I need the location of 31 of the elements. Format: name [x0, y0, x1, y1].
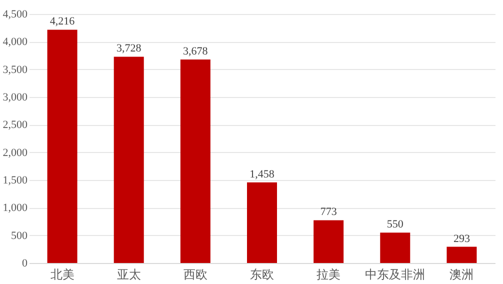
x-tick-label: 东欧 — [250, 268, 274, 282]
bar — [446, 246, 477, 263]
bar — [247, 182, 277, 263]
y-tick-label: 0 — [22, 258, 28, 270]
y-tick-label: 2,000 — [2, 146, 28, 159]
x-tick-label: 澳洲 — [450, 268, 474, 282]
x-tick-label: 拉美 — [316, 268, 341, 282]
x-tick-label: 中东及非洲 — [365, 268, 426, 282]
text: 773 — [320, 206, 337, 218]
x-tick-label: 西欧 — [183, 268, 208, 282]
x-tick-label: 北美 — [50, 268, 74, 282]
bar — [314, 220, 344, 263]
y-tick-label: 1,500 — [2, 174, 28, 186]
text: 550 — [386, 218, 404, 231]
x-tick-label: 亚太 — [116, 268, 141, 282]
bar — [114, 56, 144, 263]
y-tick-label: 3,500 — [2, 64, 28, 76]
text: 293 — [453, 232, 470, 245]
bar — [47, 30, 78, 263]
y-tick-label: 2,500 — [2, 119, 28, 132]
text: 3,728 — [116, 42, 142, 55]
y-tick-label: 4,500 — [2, 8, 28, 20]
y-tick-label: 4,000 — [2, 36, 28, 48]
bar — [180, 59, 210, 263]
text: 1,458 — [250, 168, 274, 180]
y-tick-label: 500 — [11, 230, 28, 242]
y-tick-label: 1,000 — [2, 202, 28, 214]
text: 3,678 — [183, 45, 208, 58]
text: 4,216 — [50, 16, 75, 28]
bar — [380, 232, 410, 263]
y-tick-label: 3,000 — [2, 92, 28, 104]
